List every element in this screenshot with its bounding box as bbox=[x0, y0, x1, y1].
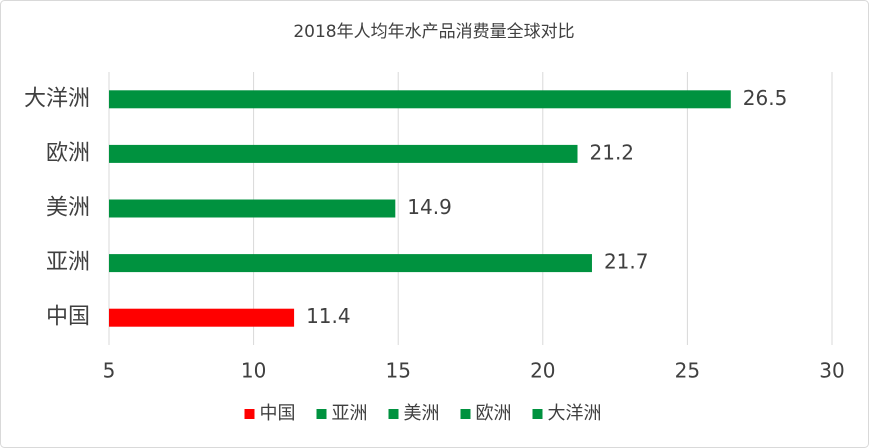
y-tick-label: 美洲 bbox=[46, 196, 90, 221]
legend-label: 中国 bbox=[260, 403, 296, 424]
legend-marker bbox=[532, 409, 543, 419]
legend-marker bbox=[388, 409, 399, 419]
value-label: 11.4 bbox=[306, 304, 351, 328]
y-tick-label: 亚洲 bbox=[46, 250, 90, 275]
value-label: 14.9 bbox=[407, 195, 452, 219]
bar bbox=[109, 199, 396, 218]
x-tick-label: 25 bbox=[675, 359, 700, 383]
bar bbox=[109, 254, 592, 273]
y-tick-label: 欧洲 bbox=[46, 141, 90, 166]
y-tick-label: 大洋洲 bbox=[24, 86, 90, 111]
x-tick-label: 15 bbox=[385, 359, 410, 383]
x-tick-label: 20 bbox=[530, 359, 555, 383]
value-label: 26.5 bbox=[743, 86, 788, 110]
legend-marker bbox=[244, 409, 255, 419]
chart-title: 2018年人均年水产品消费量全球对比 bbox=[293, 22, 574, 42]
legend-label: 大洋洲 bbox=[548, 403, 602, 424]
value-label: 21.2 bbox=[590, 140, 635, 164]
legend-marker bbox=[460, 409, 471, 419]
bar bbox=[109, 90, 731, 109]
x-tick-label: 30 bbox=[819, 359, 844, 383]
bar bbox=[109, 144, 578, 163]
legend-marker bbox=[316, 409, 327, 419]
x-tick-label: 5 bbox=[103, 359, 116, 383]
value-label: 21.7 bbox=[604, 250, 649, 274]
y-tick-label: 中国 bbox=[46, 305, 90, 330]
legend-label: 欧洲 bbox=[476, 403, 512, 424]
legend-label: 美洲 bbox=[404, 403, 440, 424]
x-tick-label: 10 bbox=[241, 359, 266, 383]
bar bbox=[109, 308, 295, 327]
legend-label: 亚洲 bbox=[332, 403, 368, 424]
